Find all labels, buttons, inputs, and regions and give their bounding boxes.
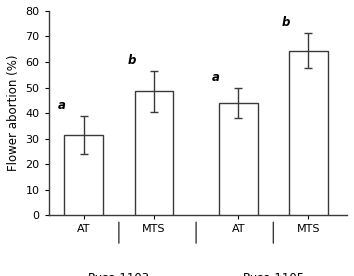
Text: a: a — [212, 71, 220, 84]
Y-axis label: Flower abortion (%): Flower abortion (%) — [7, 55, 20, 171]
Bar — [135, 91, 173, 215]
Text: b: b — [282, 16, 290, 29]
Text: Pusa 1103: Pusa 1103 — [88, 272, 149, 276]
Bar — [64, 135, 103, 215]
Text: Pusa 1105: Pusa 1105 — [243, 272, 304, 276]
Bar — [289, 51, 328, 215]
Text: b: b — [127, 54, 136, 67]
Bar — [219, 103, 257, 215]
Text: a: a — [57, 99, 65, 112]
